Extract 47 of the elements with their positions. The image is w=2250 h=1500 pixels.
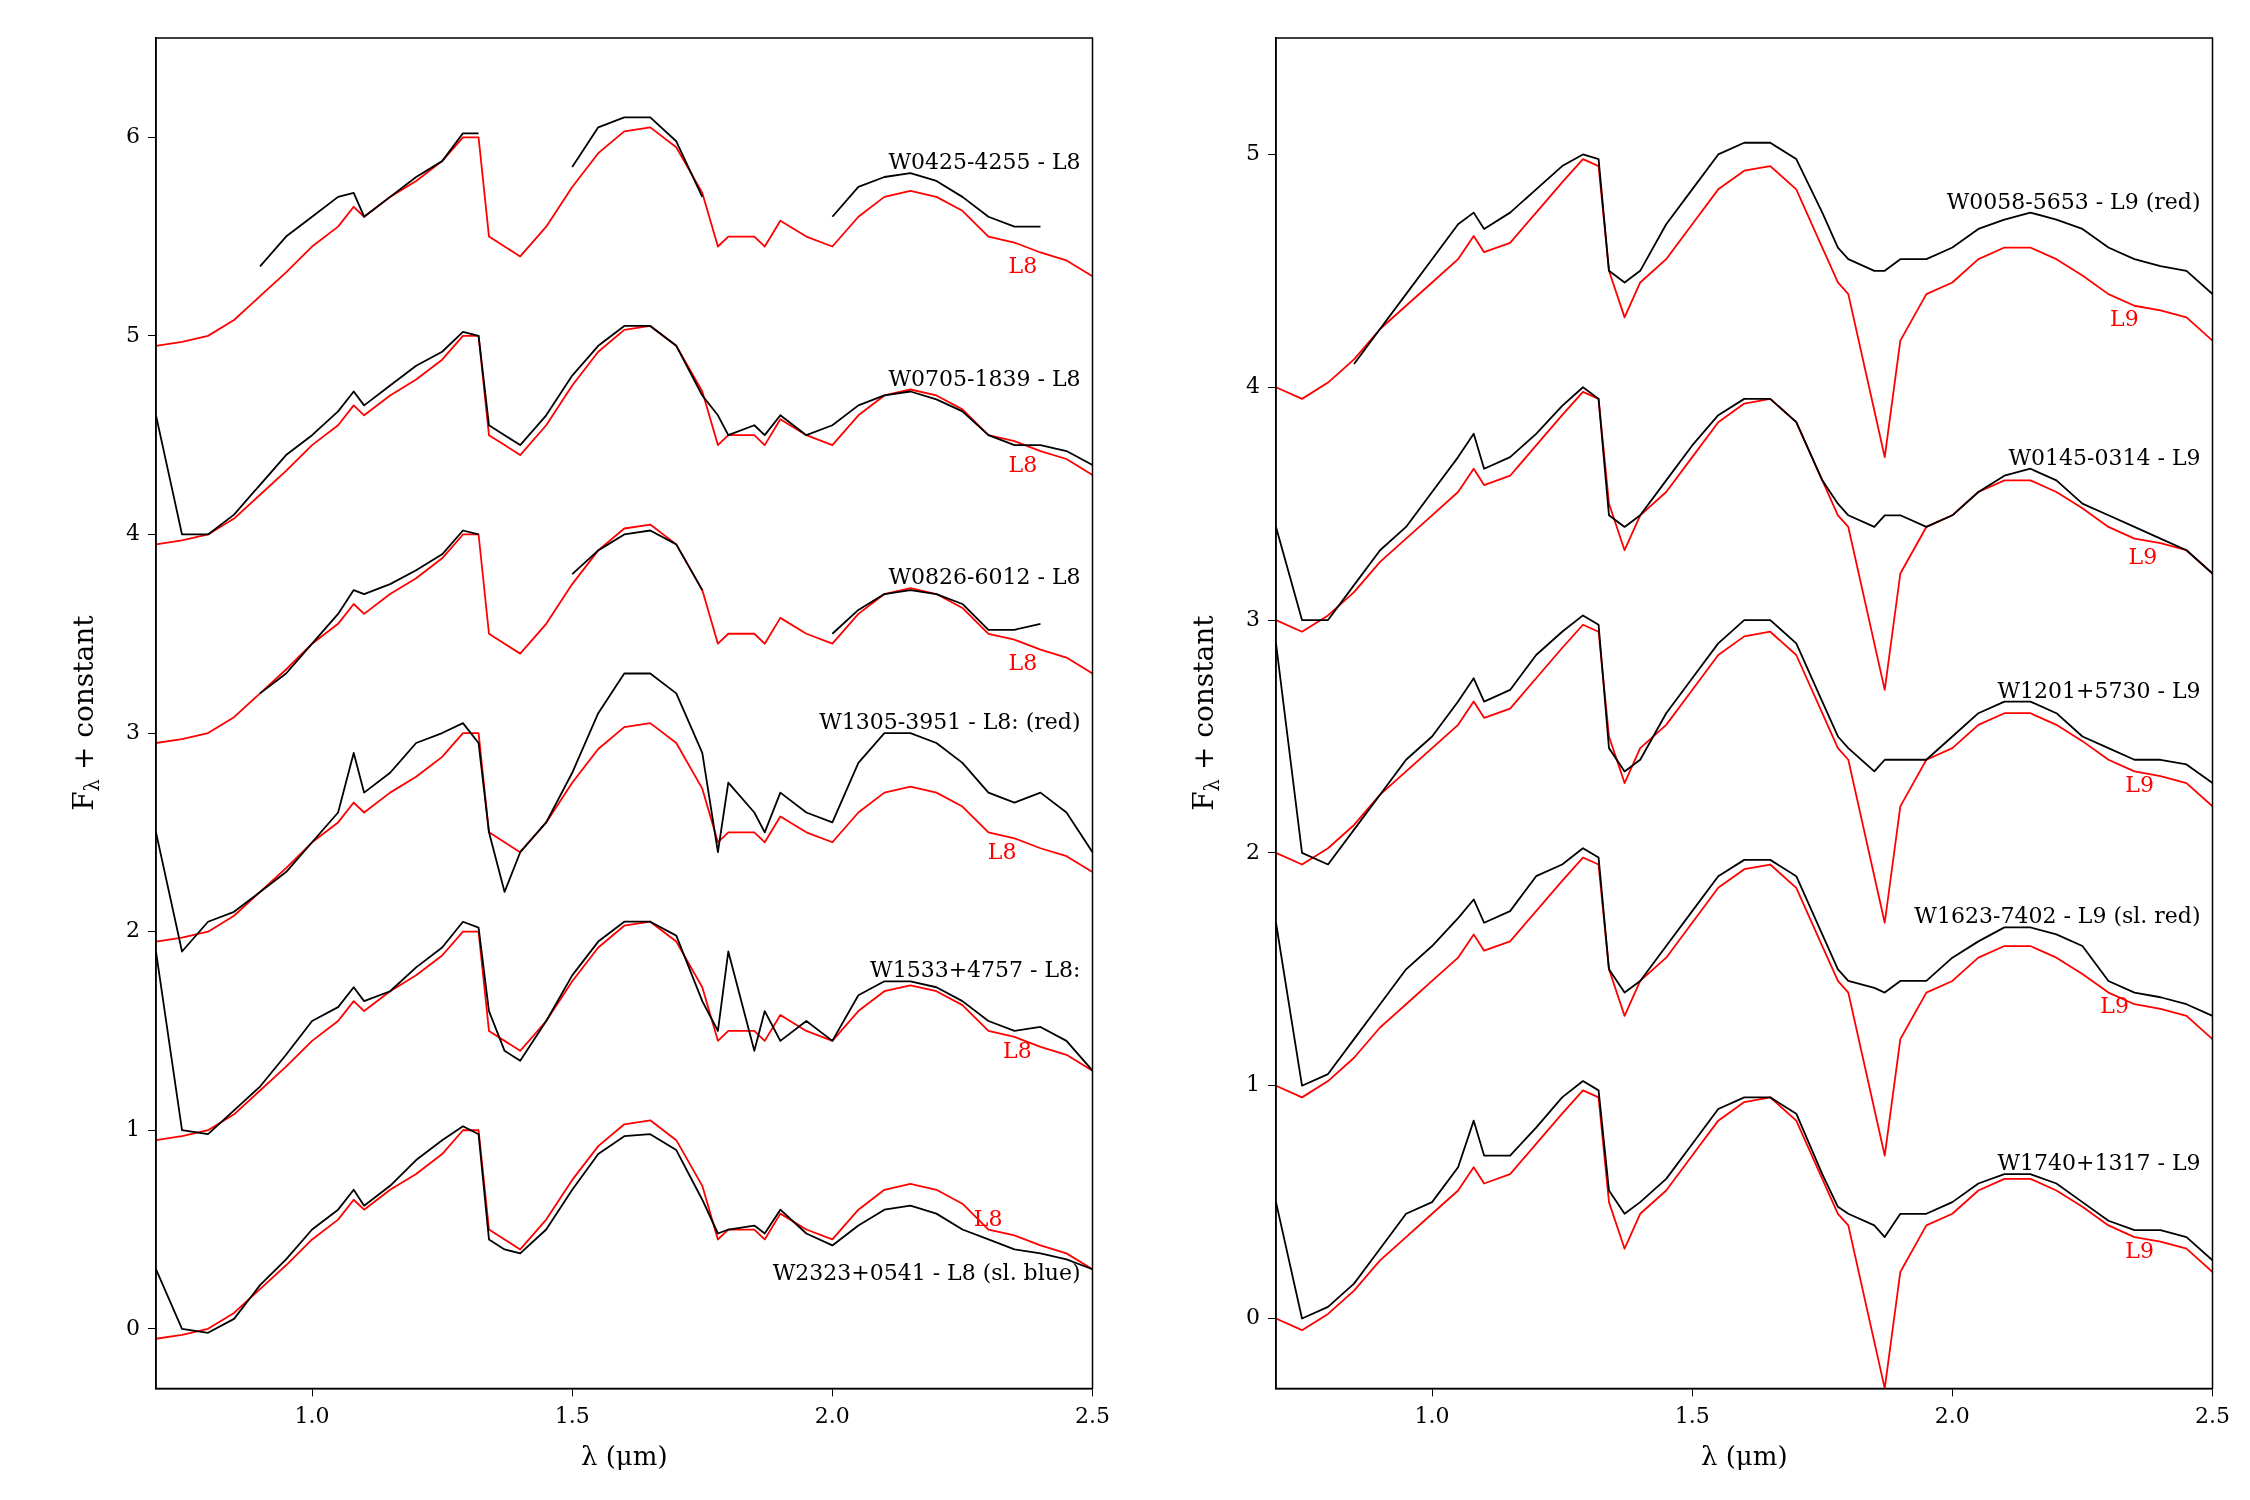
x-tick-label: 1.5 (1674, 1403, 1710, 1429)
series-label: W1623-7402 - L9 (sl. red) (1914, 903, 2201, 929)
x-tick-label: 1.0 (294, 1403, 330, 1429)
x-tick-label: 2.5 (1075, 1403, 1111, 1429)
series-label: W1533+4757 - L8: (870, 957, 1081, 983)
series-label: W1305-3951 - L8: (red) (819, 709, 1081, 735)
series-label: L8 (1008, 451, 1038, 477)
y-tick-label: 1 (126, 1115, 140, 1141)
y-tick-label: 4 (126, 520, 140, 546)
y-tick-label: 1 (1246, 1071, 1260, 1097)
y-tick-label: 3 (1246, 605, 1260, 631)
series-label: L8 (1003, 1037, 1032, 1063)
x-tick-label: 2.0 (1934, 1403, 1970, 1429)
series-label: W1201+5730 - L9 (1997, 677, 2201, 703)
y-tick-label: 0 (126, 1314, 140, 1340)
x-tick-label: 2.0 (814, 1403, 850, 1429)
y-tick-label: 2 (126, 917, 140, 943)
series-label: W1740+1317 - L9 (1997, 1150, 2201, 1176)
y-tick-label: 0 (1246, 1304, 1260, 1330)
series-label: L8 (973, 1205, 1003, 1231)
y-tick-label: 4 (1246, 372, 1260, 398)
series-label: W2323+0541 - L8 (sl. blue) (772, 1260, 1081, 1286)
series-label: W0826-6012 - L8 (888, 564, 1081, 590)
y-axis-title: Fλ + constant (1187, 614, 1225, 811)
series-label: W0705-1839 - L8 (888, 365, 1081, 391)
x-axis-title: λ (μm) (1700, 1441, 1788, 1472)
y-tick-label: 5 (126, 321, 140, 347)
x-axis-title: λ (μm) (580, 1441, 668, 1472)
series-label: W0058-5653 - L9 (red) (1946, 188, 2201, 214)
series-label: L9 (2125, 772, 2154, 798)
y-tick-label: 6 (126, 123, 140, 149)
series-label: L9 (2128, 543, 2158, 569)
series-label: L9 (2125, 1237, 2154, 1263)
series-label: L8 (987, 839, 1017, 865)
y-tick-label: 5 (1246, 140, 1260, 166)
series-label: L8 (1008, 253, 1038, 279)
x-tick-label: 2.5 (2195, 1403, 2231, 1429)
y-tick-label: 2 (1246, 838, 1260, 864)
series-label: L9 (2110, 306, 2139, 332)
series-label: L9 (2100, 993, 2129, 1019)
x-tick-label: 1.5 (554, 1403, 590, 1429)
y-axis-title: Fλ + constant (67, 614, 105, 811)
series-label: L8 (1008, 650, 1038, 676)
series-label: W0425-4255 - L8 (888, 149, 1081, 175)
series-label: W0145-0314 - L9 (2008, 444, 2201, 470)
x-tick-label: 1.0 (1414, 1403, 1450, 1429)
y-tick-label: 3 (126, 718, 140, 744)
